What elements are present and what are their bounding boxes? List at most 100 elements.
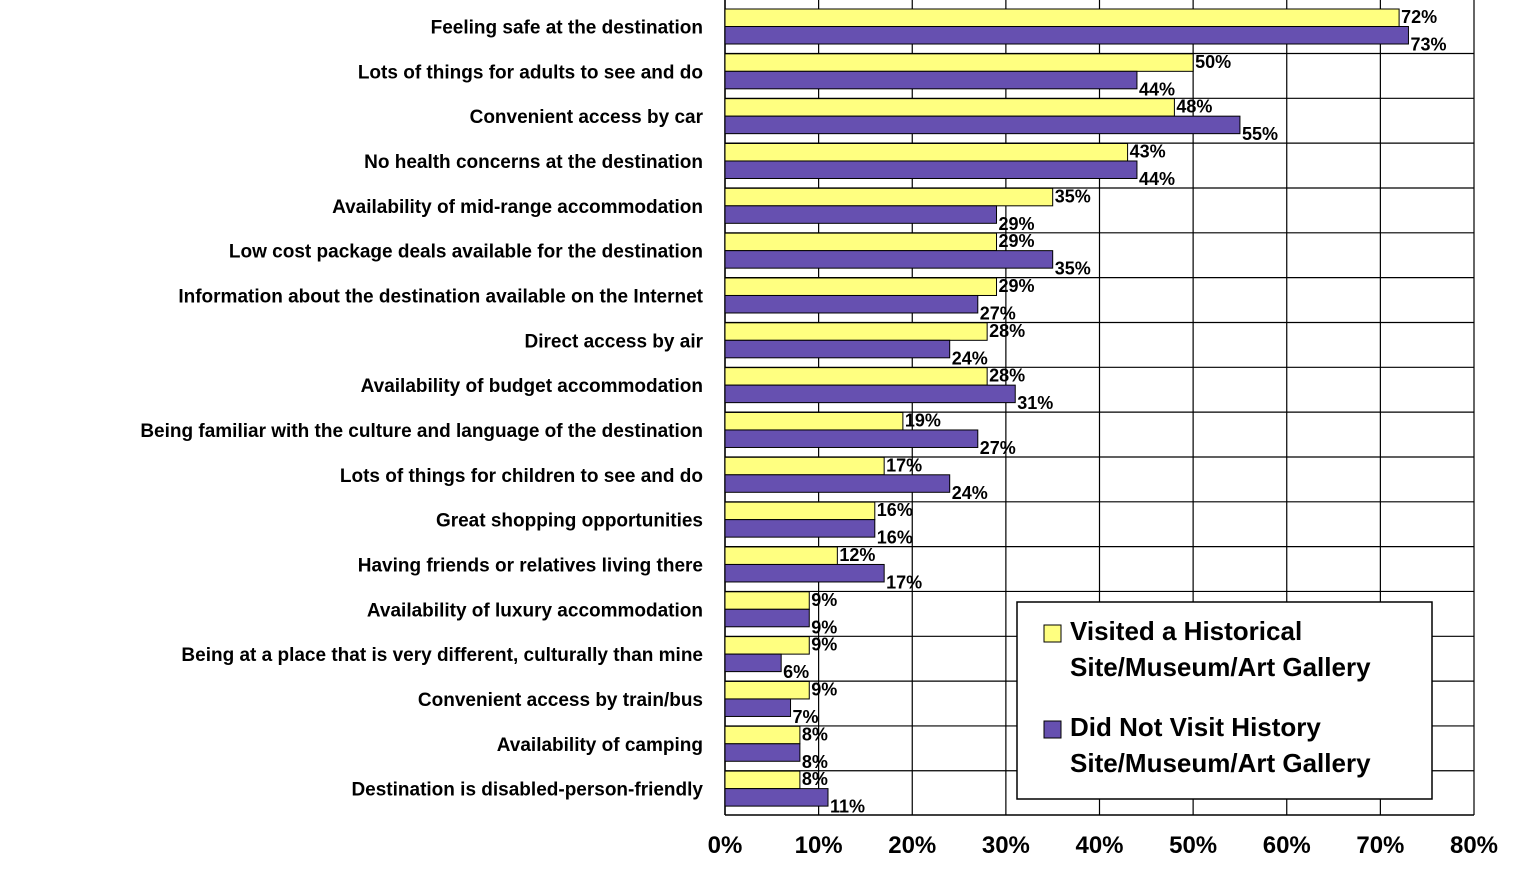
bar-not-visited (724, 698, 792, 717)
data-label-not-visited: 8% (802, 752, 828, 772)
category-label: Destination is disabled-person-friendly (351, 780, 703, 801)
bar-visited (724, 546, 838, 565)
data-label-visited: 12% (839, 545, 875, 565)
data-label-visited: 9% (811, 635, 837, 655)
bar-visited (724, 591, 810, 610)
data-label-visited: 16% (877, 500, 913, 520)
bar-not-visited (724, 384, 1016, 404)
data-label-visited: 35% (1055, 186, 1091, 206)
bar-not-visited (724, 788, 829, 807)
data-label-not-visited: 73% (1410, 35, 1446, 55)
bar-not-visited (724, 115, 1241, 135)
bar-not-visited (724, 743, 801, 762)
bar-visited (724, 456, 885, 476)
category-label: Being familiar with the culture and lang… (140, 421, 703, 442)
x-tick-label: 10% (795, 832, 843, 859)
data-label-visited: 9% (811, 679, 837, 699)
category-label: Availability of luxury accommodation (367, 600, 703, 621)
category-label: Availability of mid-range accommodation (332, 197, 703, 218)
data-labels: 72%73%50%44%48%55%43%44%35%29%29%35%29%2… (783, 7, 1446, 817)
legend: Visited a Historical Site/Museum/Art Gall… (1016, 601, 1433, 800)
data-label-not-visited: 27% (980, 303, 1016, 323)
bar-not-visited (724, 70, 1138, 90)
bar-visited (724, 636, 810, 655)
bar-visited (724, 142, 1129, 162)
data-label-visited: 29% (999, 276, 1035, 296)
bar-not-visited (724, 294, 979, 314)
category-label: Low cost package deals available for the… (229, 242, 703, 263)
legend-label: Visited a Historical (1070, 616, 1302, 646)
bar-not-visited (724, 653, 782, 673)
data-label-not-visited: 24% (952, 348, 988, 368)
bar-visited (724, 232, 998, 252)
data-label-not-visited: 44% (1139, 169, 1175, 189)
category-label: Lots of things for adults to see and do (358, 62, 703, 83)
category-labels: Feeling safe at the destination Lots of t… (140, 18, 703, 801)
bar-visited (724, 770, 801, 790)
legend-swatch (1043, 720, 1062, 739)
category-label: Convenient access by car (470, 107, 704, 128)
category-label: Information about the destination availa… (178, 286, 703, 307)
data-label-not-visited: 16% (877, 528, 913, 548)
data-label-not-visited: 17% (886, 572, 922, 592)
x-tick-label: 0% (708, 832, 743, 859)
legend-label: Site/Museum/Art Gallery (1070, 652, 1371, 682)
bar-visited (724, 680, 810, 700)
data-label-visited: 8% (802, 769, 828, 789)
category-label: Availability of budget accommodation (361, 376, 703, 397)
bar-visited (724, 411, 904, 431)
x-tick-label: 30% (982, 832, 1030, 859)
category-label: Availability of camping (497, 735, 703, 756)
data-label-visited: 43% (1130, 141, 1166, 161)
data-label-not-visited: 27% (980, 438, 1016, 458)
bar-visited (724, 187, 1054, 207)
data-label-not-visited: 9% (811, 617, 837, 637)
bar-not-visited (724, 519, 876, 538)
data-label-not-visited: 31% (1017, 393, 1053, 413)
data-label-not-visited: 35% (1055, 259, 1091, 279)
category-label: Convenient access by train/bus (418, 690, 703, 711)
data-label-visited: 8% (802, 724, 828, 744)
data-label-not-visited: 55% (1242, 124, 1278, 144)
bar-not-visited (724, 608, 810, 628)
bar-not-visited (724, 205, 998, 224)
category-label: Great shopping opportunities (436, 511, 703, 532)
data-label-visited: 9% (811, 590, 837, 610)
bar-visited (724, 98, 1175, 117)
data-label-not-visited: 29% (999, 214, 1035, 234)
bar-visited (724, 322, 988, 341)
bar-visited (724, 501, 876, 521)
x-tick-label: 70% (1356, 832, 1404, 859)
bar-visited (724, 277, 998, 296)
x-tick-label: 80% (1450, 832, 1498, 859)
x-tick-label: 20% (888, 832, 936, 859)
data-label-not-visited: 24% (952, 483, 988, 503)
category-label: No health concerns at the destination (364, 152, 703, 173)
data-label-visited: 48% (1176, 97, 1212, 117)
bar-not-visited (724, 339, 951, 359)
data-label-not-visited: 44% (1139, 79, 1175, 99)
bar-visited (724, 725, 801, 745)
data-label-not-visited: 11% (830, 797, 865, 817)
data-label-visited: 29% (999, 231, 1035, 251)
legend-label: Site/Museum/Art Gallery (1070, 748, 1371, 778)
data-label-visited: 28% (989, 321, 1025, 341)
data-label-visited: 19% (905, 410, 941, 430)
bar-not-visited (724, 474, 951, 493)
bars (724, 8, 1409, 807)
data-label-not-visited: 6% (783, 662, 809, 682)
legend-box (1016, 601, 1433, 800)
bar-visited (724, 367, 988, 386)
data-label-visited: 50% (1195, 52, 1231, 72)
bar-not-visited (724, 563, 885, 583)
legend-swatch (1043, 624, 1062, 643)
category-label: Being at a place that is very different,… (181, 645, 703, 666)
x-tick-label: 60% (1263, 832, 1311, 859)
category-label: Having friends or relatives living there (358, 555, 703, 576)
bar-not-visited (724, 429, 979, 448)
bar-not-visited (724, 160, 1138, 179)
x-tick-label: 50% (1169, 832, 1217, 859)
x-axis-ticks: 0% 10% 20% 30% 40% 50% 60% 70% 80% (708, 832, 1498, 859)
